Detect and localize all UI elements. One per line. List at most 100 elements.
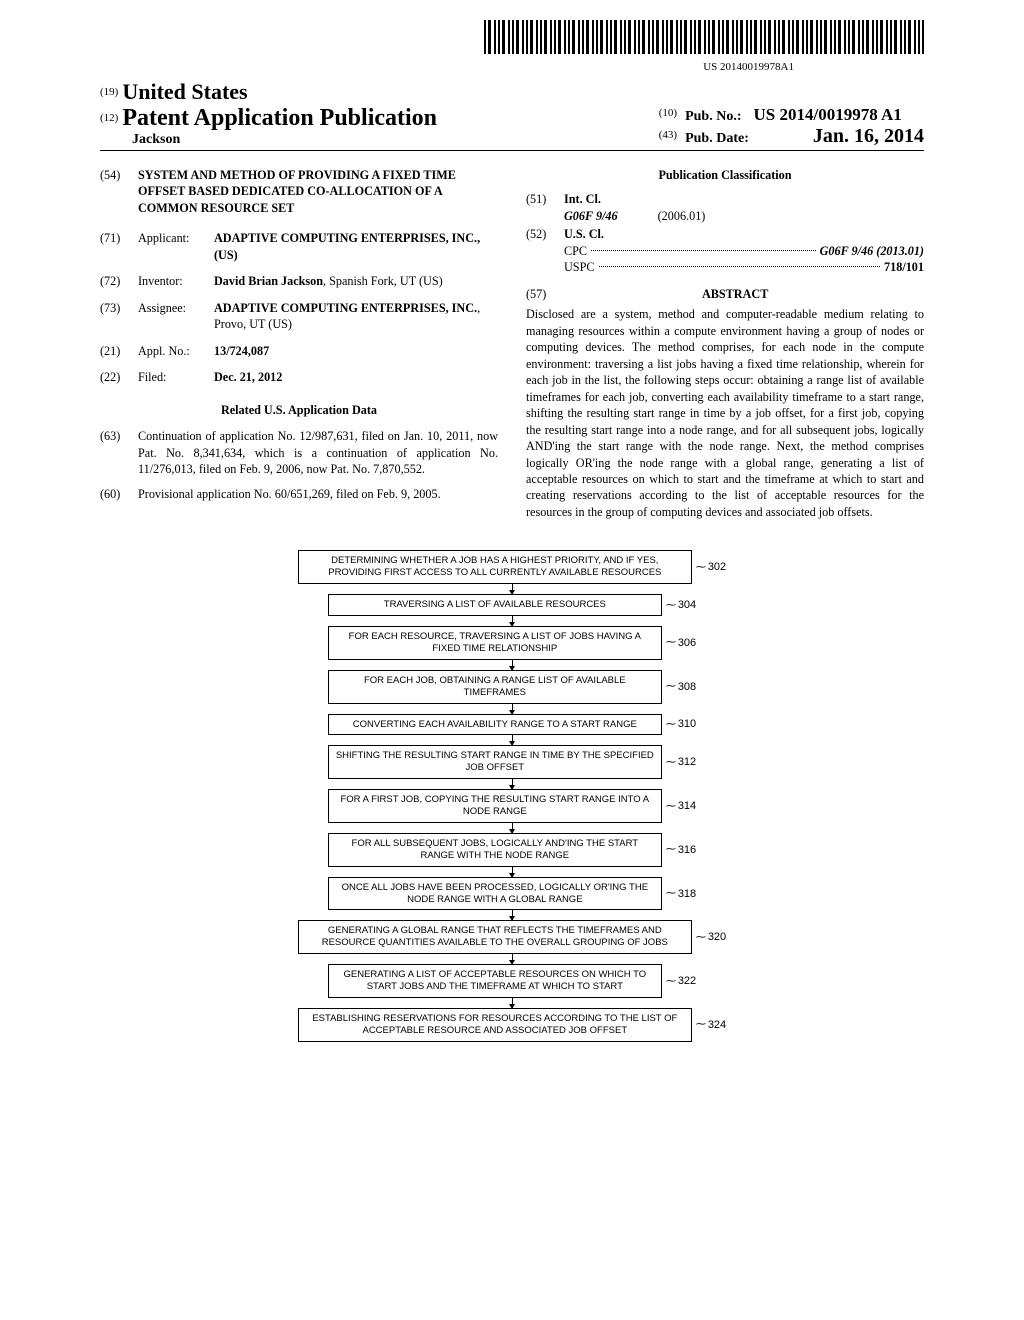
code-19: (19) bbox=[100, 86, 118, 98]
flowchart-box: FOR EACH RESOURCE, TRAVERSING A LIST OF … bbox=[328, 626, 662, 660]
intcl-date: (2006.01) bbox=[658, 208, 706, 224]
flowchart: DETERMINING WHETHER A JOB HAS A HIGHEST … bbox=[292, 550, 732, 1041]
flowchart-box: GENERATING A LIST OF ACCEPTABLE RESOURCE… bbox=[328, 964, 662, 998]
flowchart-step: TRAVERSING A LIST OF AVAILABLE RESOURCES… bbox=[292, 594, 732, 616]
filed-value: Dec. 21, 2012 bbox=[214, 369, 498, 385]
flowchart-step: ESTABLISHING RESERVATIONS FOR RESOURCES … bbox=[292, 1008, 732, 1042]
country-line: (19)United States bbox=[100, 79, 639, 105]
barcode-region: US 20140019978A1 bbox=[100, 20, 924, 73]
intcl-symbol: G06F 9/46 bbox=[564, 208, 618, 224]
flowchart-ref: 306 bbox=[678, 637, 696, 649]
code-54: (54) bbox=[100, 167, 130, 216]
header: (19)United States (12)Patent Application… bbox=[100, 79, 924, 151]
tick-icon: ⁓ bbox=[666, 844, 676, 855]
intcl-block: (51) Int. Cl. G06F 9/46 (2006.01) bbox=[526, 191, 924, 224]
arrow-down-icon bbox=[512, 910, 513, 920]
related-heading: Related U.S. Application Data bbox=[100, 402, 498, 418]
applno-label: Appl. No.: bbox=[138, 343, 206, 359]
flowchart-step: GENERATING A GLOBAL RANGE THAT REFLECTS … bbox=[292, 920, 732, 954]
flowchart-ref: 314 bbox=[678, 800, 696, 812]
dot-leader bbox=[591, 240, 816, 251]
filed-label: Filed: bbox=[138, 369, 206, 385]
flowchart-step: DETERMINING WHETHER A JOB HAS A HIGHEST … bbox=[292, 550, 732, 584]
tick-icon: ⁓ bbox=[666, 801, 676, 812]
code-12: (12) bbox=[100, 112, 118, 124]
flowchart-box: FOR A FIRST JOB, COPYING THE RESULTING S… bbox=[328, 789, 662, 823]
tick-icon: ⁓ bbox=[666, 719, 676, 730]
continuation-text: Continuation of application No. 12/987,6… bbox=[138, 428, 498, 477]
uscl-rest: U.S. Cl. CPC G06F 9/46 (2013.01) USPC 71… bbox=[564, 226, 924, 275]
code-10: (10) bbox=[659, 107, 677, 119]
flowchart-step: CONVERTING EACH AVAILABILITY RANGE TO A … bbox=[292, 714, 732, 736]
code-51: (51) bbox=[526, 191, 556, 224]
uscl-block: (52) U.S. Cl. CPC G06F 9/46 (2013.01) US… bbox=[526, 226, 924, 275]
provisional-text: Provisional application No. 60/651,269, … bbox=[138, 486, 498, 502]
pubdate-label: Pub. Date: bbox=[685, 131, 749, 146]
code-60: (60) bbox=[100, 486, 130, 502]
flowchart-box: FOR ALL SUBSEQUENT JOBS, LOGICALLY AND'i… bbox=[328, 833, 662, 867]
pubno: US 2014/0019978 A1 bbox=[754, 105, 902, 124]
pubno-label: Pub. No.: bbox=[685, 109, 741, 124]
main-columns: (54) SYSTEM AND METHOD OF PROVIDING A FI… bbox=[100, 167, 924, 520]
pubdate-line: (43) Pub. Date: Jan. 16, 2014 bbox=[659, 125, 924, 148]
classification-heading: Publication Classification bbox=[526, 167, 924, 183]
applno-field: (21) Appl. No.: 13/724,087 bbox=[100, 343, 498, 359]
arrow-down-icon bbox=[512, 998, 513, 1008]
flowchart-ref: 312 bbox=[678, 756, 696, 768]
tick-icon: ⁓ bbox=[666, 888, 676, 899]
pubdate: Jan. 16, 2014 bbox=[813, 125, 924, 147]
inventor-field: (72) Inventor: David Brian Jackson, Span… bbox=[100, 273, 498, 289]
author: Jackson bbox=[100, 132, 639, 148]
continuation-field: (63) Continuation of application No. 12/… bbox=[100, 428, 498, 477]
uspc-value: 718/101 bbox=[884, 259, 924, 275]
left-column: (54) SYSTEM AND METHOD OF PROVIDING A FI… bbox=[100, 167, 498, 520]
flowchart-step: FOR EACH JOB, OBTAINING A RANGE LIST OF … bbox=[292, 670, 732, 704]
title: SYSTEM AND METHOD OF PROVIDING A FIXED T… bbox=[138, 167, 498, 216]
pubtype-line: (12)Patent Application Publication bbox=[100, 105, 639, 132]
uspc-label: USPC bbox=[564, 259, 595, 275]
right-column: Publication Classification (51) Int. Cl.… bbox=[526, 167, 924, 520]
code-71: (71) bbox=[100, 230, 130, 263]
tick-icon: ⁓ bbox=[696, 932, 706, 943]
arrow-down-icon bbox=[512, 954, 513, 964]
arrow-down-icon bbox=[512, 823, 513, 833]
intcl-row: G06F 9/46 (2006.01) bbox=[564, 208, 924, 224]
inventor-label: Inventor: bbox=[138, 273, 206, 289]
arrow-down-icon bbox=[512, 735, 513, 745]
code-73: (73) bbox=[100, 300, 130, 333]
tick-icon: ⁓ bbox=[666, 600, 676, 611]
flowchart-ref: 316 bbox=[678, 844, 696, 856]
flowchart-box: CONVERTING EACH AVAILABILITY RANGE TO A … bbox=[328, 714, 662, 736]
assignee-field: (73) Assignee: ADAPTIVE COMPUTING ENTERP… bbox=[100, 300, 498, 333]
applicant-field: (71) Applicant: ADAPTIVE COMPUTING ENTER… bbox=[100, 230, 498, 263]
barcode-graphic bbox=[484, 20, 924, 54]
flowchart-step: GENERATING A LIST OF ACCEPTABLE RESOURCE… bbox=[292, 964, 732, 998]
flowchart-box: DETERMINING WHETHER A JOB HAS A HIGHEST … bbox=[298, 550, 692, 584]
flowchart-box: TRAVERSING A LIST OF AVAILABLE RESOURCES bbox=[328, 594, 662, 616]
flowchart-ref: 318 bbox=[678, 888, 696, 900]
arrow-down-icon bbox=[512, 779, 513, 789]
assignee-label: Assignee: bbox=[138, 300, 206, 333]
flowchart-box: GENERATING A GLOBAL RANGE THAT REFLECTS … bbox=[298, 920, 692, 954]
abstract-text: Disclosed are a system, method and compu… bbox=[526, 306, 924, 520]
flowchart-box: ONCE ALL JOBS HAVE BEEN PROCESSED, LOGIC… bbox=[328, 877, 662, 911]
code-63: (63) bbox=[100, 428, 130, 477]
abstract-heading: ABSTRACT bbox=[702, 287, 768, 301]
code-43: (43) bbox=[659, 129, 677, 141]
flowchart-ref: 308 bbox=[678, 681, 696, 693]
provisional-field: (60) Provisional application No. 60/651,… bbox=[100, 486, 498, 502]
intcl-rest: Int. Cl. G06F 9/46 (2006.01) bbox=[564, 191, 924, 224]
tick-icon: ⁓ bbox=[696, 1019, 706, 1030]
dot-leader bbox=[599, 256, 881, 267]
code-57: (57) bbox=[526, 286, 546, 302]
arrow-down-icon bbox=[512, 616, 513, 626]
tick-icon: ⁓ bbox=[666, 757, 676, 768]
tick-icon: ⁓ bbox=[666, 637, 676, 648]
tick-icon: ⁓ bbox=[666, 681, 676, 692]
flowchart-ref: 310 bbox=[678, 718, 696, 730]
flowchart-box: FOR EACH JOB, OBTAINING A RANGE LIST OF … bbox=[328, 670, 662, 704]
flowchart-ref: 324 bbox=[708, 1019, 726, 1031]
arrow-down-icon bbox=[512, 660, 513, 670]
flowchart-ref: 322 bbox=[678, 975, 696, 987]
flowchart-step: FOR A FIRST JOB, COPYING THE RESULTING S… bbox=[292, 789, 732, 823]
